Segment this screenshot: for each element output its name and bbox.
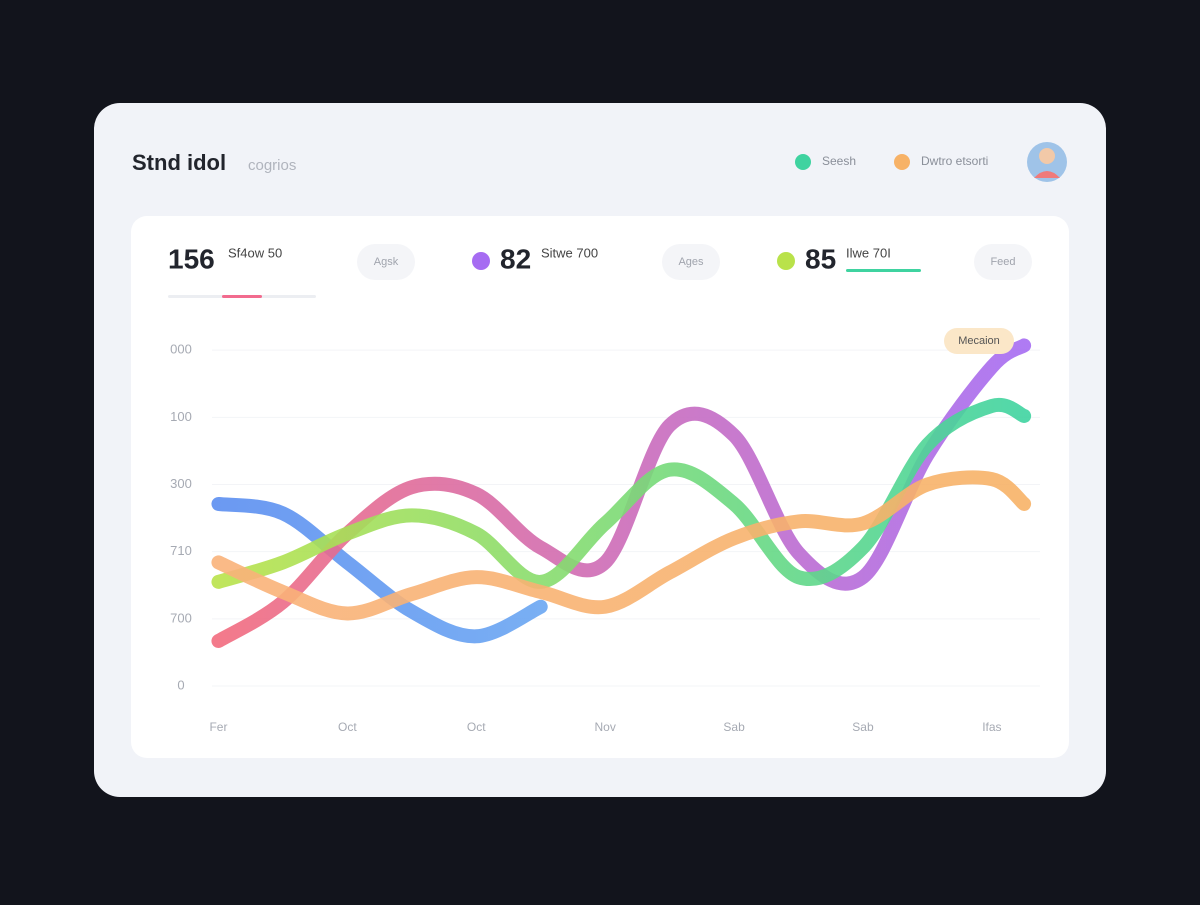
y-tick-label: 000 [170,342,192,357]
x-tick-label: Sab [723,720,745,734]
progress-fill [222,295,262,298]
x-tick-label: Ifas [982,720,1001,734]
y-tick-label: 300 [170,476,192,491]
y-tick-label: 0 [177,677,184,692]
stat-dot [472,252,490,270]
title: Stnd idol [132,150,226,175]
stat-label: Ilwe 70I [846,245,891,260]
stat-label: Sitwe 700 [541,245,598,260]
subtitle: cogrios [248,157,296,174]
x-tick-label: Oct [338,720,357,734]
stat-tag-label: Agsk [374,256,399,268]
stat-value: 82 [500,243,531,274]
stat-value: 85 [805,243,836,274]
y-tick-label: 710 [170,543,192,558]
stat-tag[interactable] [662,244,720,280]
stat-dot [777,252,795,270]
x-tick-label: Oct [467,720,486,734]
y-tick-label: 100 [170,409,192,424]
legend-label: Seesh [822,154,856,168]
progress-fill [846,269,921,272]
stat-tag[interactable] [357,244,415,280]
avatar-body [1034,171,1060,178]
legend-dot [894,154,910,170]
line [211,338,1032,648]
annotation-pill [944,328,1014,354]
y-tick-label: 700 [170,610,192,625]
annotation: Mecaion [958,335,1000,347]
panel [131,216,1069,758]
stat-tag[interactable] [974,244,1032,280]
x-tick-label: Fer [209,720,227,734]
stat-tag-label: Feed [990,256,1015,268]
stat-tag-label: Ages [678,256,704,268]
legend-label: Dwtro etsorti [921,154,988,168]
line [211,397,1032,589]
legend-dot [795,154,811,170]
x-tick-label: Nov [594,720,615,734]
line [211,470,1032,621]
stat-label: Sf4ow 50 [228,245,282,260]
line [211,496,548,644]
stat-value: 156 [168,243,215,274]
avatar-face [1039,148,1055,164]
x-tick-label: Sab [852,720,874,734]
